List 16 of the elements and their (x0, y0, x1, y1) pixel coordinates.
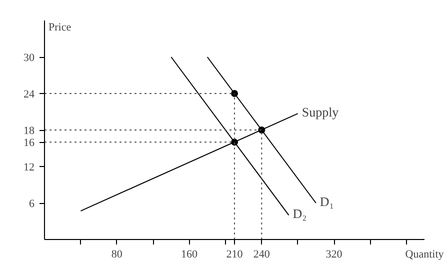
x-tick-label: 320 (326, 248, 343, 260)
series-label: D₁ (320, 194, 334, 209)
series-label: D₂ (292, 206, 307, 222)
series-label: Supply (302, 104, 340, 120)
y-tick-label: 6 (29, 198, 35, 210)
y-tick-label: 24 (24, 88, 35, 100)
x-tick-label: 240 (253, 248, 270, 260)
y-tick-label: 30 (24, 52, 35, 64)
x-tick-label: 80 (111, 248, 123, 260)
y-axis-title: Price (48, 22, 72, 34)
x-axis-title: Quantity (405, 248, 444, 260)
y-tick-label: 12 (24, 162, 34, 174)
x-tick-label: 160 (181, 248, 198, 260)
x-tick-label: 210 (226, 248, 244, 260)
y-tick-label: 18 (24, 125, 35, 137)
y-tick-label: 16 (24, 137, 35, 150)
